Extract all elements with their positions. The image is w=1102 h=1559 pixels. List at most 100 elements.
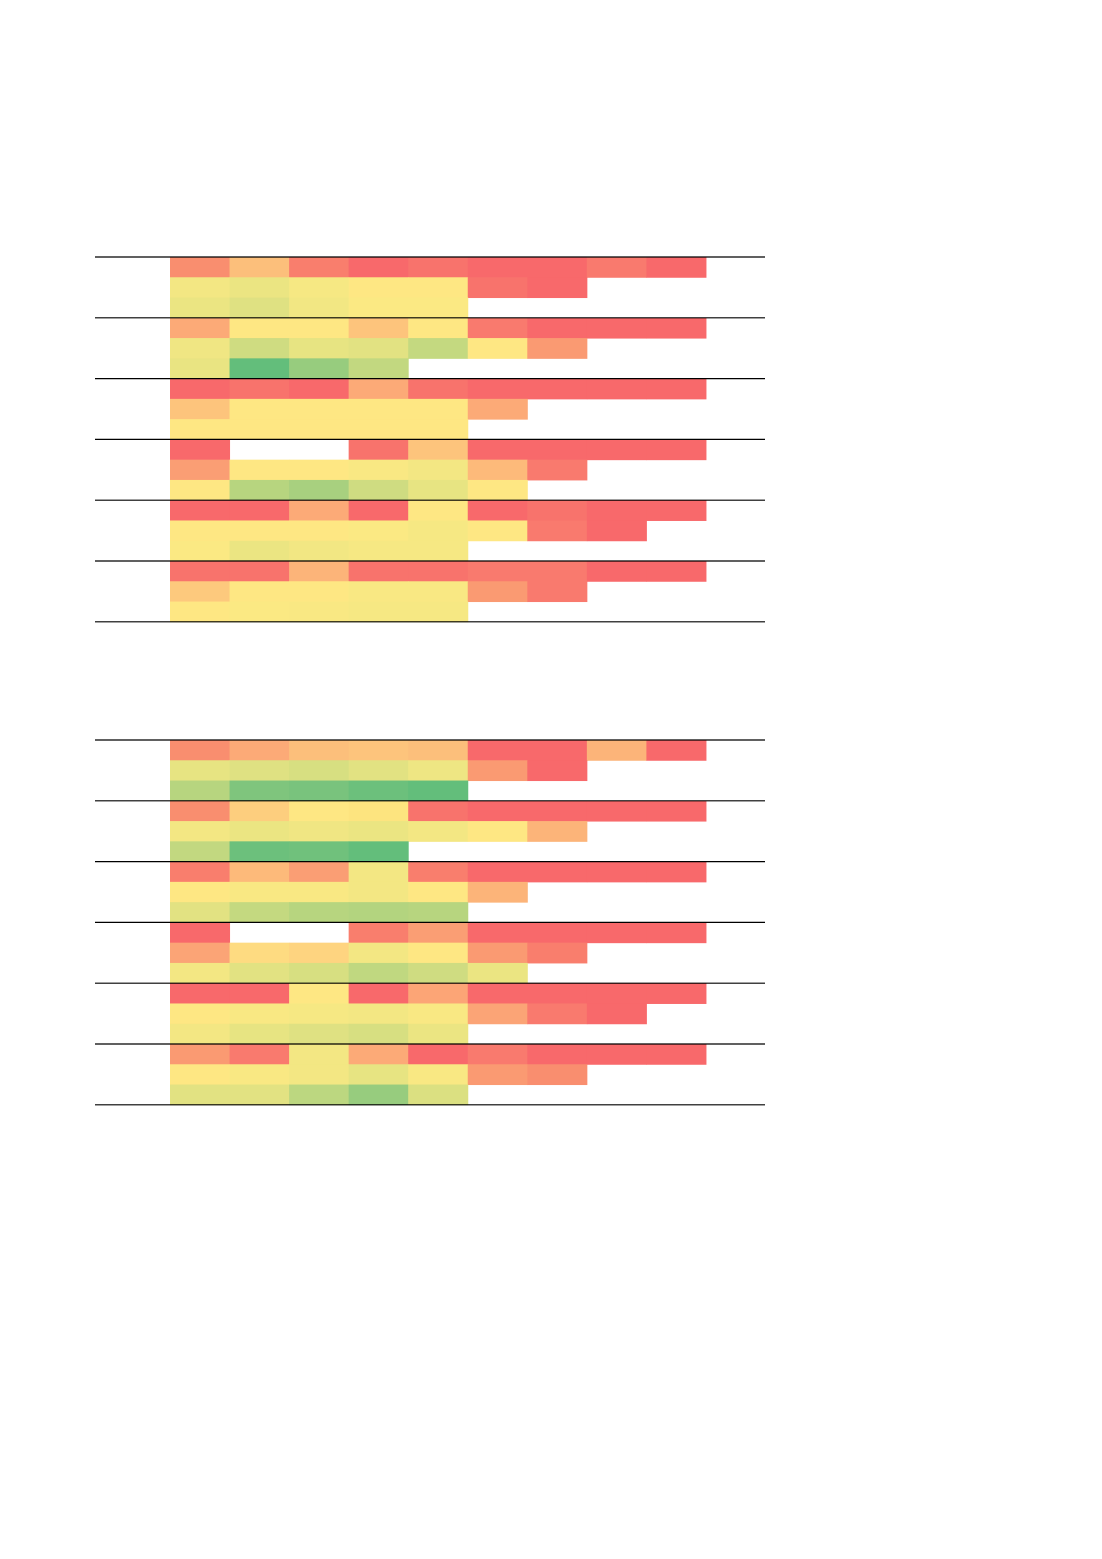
heat-cell [408, 740, 469, 761]
heat-cell [527, 459, 588, 481]
heat-cell [229, 1084, 290, 1106]
heat-cell [527, 581, 588, 603]
heat-cell [229, 601, 290, 623]
heat-cell [408, 601, 469, 623]
heat-cell [229, 800, 290, 822]
heat-cell [229, 740, 290, 761]
heat-cell [170, 1084, 231, 1106]
heat-cell [229, 861, 290, 883]
heat-cell [527, 760, 588, 782]
heat-cell [229, 398, 290, 420]
heat-cell [289, 398, 350, 420]
heat-cell [289, 902, 350, 923]
heat-cell [586, 1044, 647, 1065]
heat-cell [348, 1084, 409, 1106]
heat-cell [170, 581, 231, 603]
heat-cell [229, 1044, 290, 1065]
heat-cell [408, 983, 469, 1004]
heat-cell [348, 419, 409, 440]
heat-cell [289, 800, 350, 822]
heat-cell [527, 378, 588, 400]
heat-cell [586, 983, 647, 1004]
heat-cell [348, 800, 409, 822]
heat-cell [586, 378, 647, 400]
heat-cell [289, 962, 350, 984]
heat-cell [408, 942, 469, 964]
heat-cell [289, 1044, 350, 1065]
heat-cell [348, 479, 409, 501]
heat-cell [229, 1003, 290, 1025]
heat-cell [289, 561, 350, 582]
heat-cell [289, 459, 350, 481]
heat-cell [408, 821, 469, 842]
heat-cell [348, 760, 409, 782]
heat-cell [408, 881, 469, 903]
heat-cell [527, 520, 588, 542]
heat-cell [170, 500, 231, 521]
heat-cell [229, 760, 290, 782]
heat-cell [348, 740, 409, 761]
heat-cell [467, 821, 528, 842]
heat-cell [586, 561, 647, 582]
heat-cell [586, 439, 647, 461]
heat-cell [229, 1023, 290, 1045]
heat-cell [229, 277, 290, 299]
heat-cell [408, 780, 469, 802]
heat-cell [408, 962, 469, 984]
heat-cell [467, 861, 528, 883]
heat-cell [348, 358, 409, 380]
heat-cell [467, 378, 528, 400]
heat-cell [527, 317, 588, 339]
heat-cell [289, 760, 350, 782]
heat-cell [408, 520, 469, 542]
heat-cell [170, 378, 231, 400]
heat-cell [289, 581, 350, 603]
heat-cell [348, 338, 409, 359]
heat-cell [348, 540, 409, 562]
heat-cell [229, 257, 290, 278]
heat-cell [289, 419, 350, 440]
heat-cell [170, 358, 231, 380]
heat-cell [408, 581, 469, 603]
heat-cell [646, 922, 707, 944]
heat-cell [229, 983, 290, 1004]
heat-cell [467, 277, 528, 299]
heat-cell [527, 1064, 588, 1086]
heat-cell [467, 338, 528, 359]
heat-cell [408, 277, 469, 299]
heat-cell [289, 821, 350, 842]
heat-cell [348, 902, 409, 923]
heat-cell [646, 500, 707, 521]
heat-cell [646, 378, 707, 400]
heat-cell [408, 338, 469, 359]
heat-cell [289, 1064, 350, 1086]
heat-cell [646, 800, 707, 822]
heat-cell [170, 983, 231, 1004]
heat-cell [408, 459, 469, 481]
heat-cell [408, 378, 469, 400]
heat-cell [527, 922, 588, 944]
heat-cell [408, 922, 469, 944]
heat-cell [170, 317, 231, 339]
heat-cell [467, 581, 528, 603]
heat-cell [527, 561, 588, 582]
heat-cell [289, 358, 350, 380]
heat-cell [170, 881, 231, 903]
heat-cell [467, 257, 528, 278]
heat-cell [229, 881, 290, 903]
heat-cell [348, 500, 409, 521]
heat-cell [289, 1003, 350, 1025]
heat-cell [408, 861, 469, 883]
heat-cell [289, 378, 350, 400]
heat-cell [348, 1023, 409, 1045]
heat-cell [646, 317, 707, 339]
heat-cell [229, 1064, 290, 1086]
heat-cell [348, 581, 409, 603]
heat-cell [348, 962, 409, 984]
heat-cell [289, 740, 350, 761]
heat-cell [170, 821, 231, 842]
heat-cell [527, 1044, 588, 1065]
heat-cell [348, 317, 409, 339]
heat-cell [408, 1023, 469, 1045]
